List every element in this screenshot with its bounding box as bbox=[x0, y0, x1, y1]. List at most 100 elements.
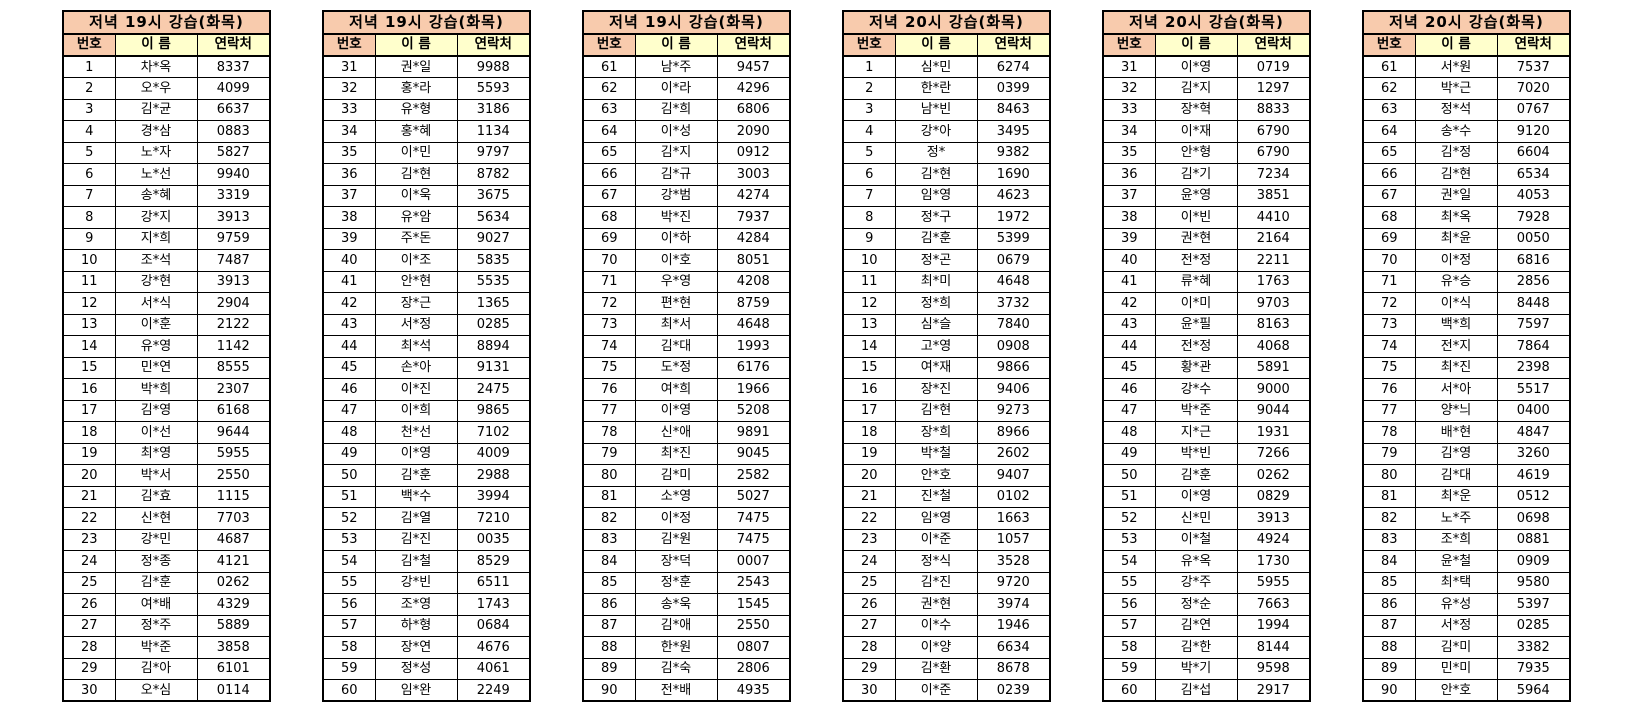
cell-contact: 5517 bbox=[1496, 378, 1571, 401]
cell-contact: 0035 bbox=[456, 528, 531, 551]
cell-name: 이*조 bbox=[374, 249, 458, 272]
cell-no: 22 bbox=[842, 507, 896, 530]
table-row: 54 유*옥 1730 bbox=[1102, 550, 1311, 573]
table-row: 57 하*형 0684 bbox=[322, 614, 531, 637]
cell-contact: 4924 bbox=[1236, 528, 1311, 551]
cell-contact: 3495 bbox=[976, 120, 1051, 143]
column-header-contact: 연락처 bbox=[976, 33, 1051, 57]
table-row: 30 이*준 0239 bbox=[842, 679, 1051, 702]
table-row: 87 김*애 2550 bbox=[582, 614, 791, 637]
cell-name: 김*원 bbox=[634, 528, 718, 551]
table-row: 62 박*근 7020 bbox=[1362, 77, 1571, 100]
cell-no: 41 bbox=[1102, 270, 1156, 293]
cell-no: 11 bbox=[842, 270, 896, 293]
cell-contact: 9131 bbox=[456, 356, 531, 379]
table-row: 82 노*주 0698 bbox=[1362, 507, 1571, 530]
cell-no: 5 bbox=[62, 141, 116, 164]
cell-contact: 7537 bbox=[1496, 55, 1571, 78]
table-row: 43 윤*필 8163 bbox=[1102, 313, 1311, 336]
cell-name: 강*빈 bbox=[374, 571, 458, 594]
roster-table-4: 저녁 20시 강습(화목) 번호 이 름 연락처 1 심*민 6274 2 한*란 0399 3 남*… bbox=[842, 10, 1051, 702]
cell-contact: 6511 bbox=[456, 571, 531, 594]
cell-contact: 2122 bbox=[196, 313, 271, 336]
cell-name: 박*철 bbox=[894, 442, 978, 465]
cell-name: 장*혁 bbox=[1154, 98, 1238, 121]
table-row: 79 최*진 9045 bbox=[582, 442, 791, 465]
table-row: 6 노*선 9940 bbox=[62, 163, 271, 186]
cell-name: 유*영 bbox=[114, 335, 198, 358]
table-row: 81 소*영 5027 bbox=[582, 485, 791, 508]
cell-contact: 4935 bbox=[716, 679, 791, 702]
table-row: 66 김*현 6534 bbox=[1362, 163, 1571, 186]
cell-no: 53 bbox=[1102, 528, 1156, 551]
cell-no: 79 bbox=[582, 442, 636, 465]
cell-no: 16 bbox=[62, 378, 116, 401]
cell-contact: 7937 bbox=[716, 206, 791, 229]
table-row: 68 최*옥 7928 bbox=[1362, 206, 1571, 229]
cell-name: 지*근 bbox=[1154, 421, 1238, 444]
cell-no: 49 bbox=[322, 442, 376, 465]
cell-no: 11 bbox=[62, 270, 116, 293]
cell-no: 45 bbox=[1102, 356, 1156, 379]
table-row: 15 여*재 9866 bbox=[842, 356, 1051, 379]
cell-no: 42 bbox=[322, 292, 376, 315]
cell-contact: 1743 bbox=[456, 593, 531, 616]
cell-name: 지*희 bbox=[114, 227, 198, 250]
table-row: 52 신*민 3913 bbox=[1102, 507, 1311, 530]
table-row: 80 김*미 2582 bbox=[582, 464, 791, 487]
cell-contact: 9044 bbox=[1236, 399, 1311, 422]
cell-no: 10 bbox=[62, 249, 116, 272]
table-row: 56 조*영 1743 bbox=[322, 593, 531, 616]
cell-name: 정*식 bbox=[894, 550, 978, 573]
cell-contact: 7020 bbox=[1496, 77, 1571, 100]
cell-name: 김*희 bbox=[634, 98, 718, 121]
column-header-name: 이 름 bbox=[114, 33, 198, 57]
table-row: 36 김*기 7234 bbox=[1102, 163, 1311, 186]
cell-no: 57 bbox=[322, 614, 376, 637]
cell-name: 김*현 bbox=[894, 163, 978, 186]
cell-no: 40 bbox=[322, 249, 376, 272]
cell-no: 50 bbox=[1102, 464, 1156, 487]
cell-no: 73 bbox=[1362, 313, 1416, 336]
cell-contact: 4296 bbox=[716, 77, 791, 100]
cell-name: 김*열 bbox=[374, 507, 458, 530]
cell-contact: 0912 bbox=[716, 141, 791, 164]
cell-no: 12 bbox=[62, 292, 116, 315]
cell-contact: 5955 bbox=[196, 442, 271, 465]
table-row: 2 오*우 4099 bbox=[62, 77, 271, 100]
table-row: 47 이*희 9865 bbox=[322, 399, 531, 422]
cell-name: 전*지 bbox=[1414, 335, 1498, 358]
cell-name: 이*호 bbox=[634, 249, 718, 272]
cell-no: 81 bbox=[1362, 485, 1416, 508]
cell-contact: 7703 bbox=[196, 507, 271, 530]
cell-no: 22 bbox=[62, 507, 116, 530]
cell-contact: 5889 bbox=[196, 614, 271, 637]
cell-name: 김*균 bbox=[114, 98, 198, 121]
cell-contact: 7234 bbox=[1236, 163, 1311, 186]
table-row: 34 이*재 6790 bbox=[1102, 120, 1311, 143]
cell-name: 강*민 bbox=[114, 528, 198, 551]
cell-no: 64 bbox=[582, 120, 636, 143]
table-row: 64 이*성 2090 bbox=[582, 120, 791, 143]
table-title: 저녁 19시 강습(화목) bbox=[322, 10, 531, 35]
cell-contact: 3186 bbox=[456, 98, 531, 121]
cell-no: 15 bbox=[62, 356, 116, 379]
cell-no: 75 bbox=[582, 356, 636, 379]
cell-no: 65 bbox=[1362, 141, 1416, 164]
cell-contact: 9720 bbox=[976, 571, 1051, 594]
cell-name: 노*자 bbox=[114, 141, 198, 164]
cell-contact: 9045 bbox=[716, 442, 791, 465]
cell-name: 고*영 bbox=[894, 335, 978, 358]
cell-contact: 1142 bbox=[196, 335, 271, 358]
cell-no: 44 bbox=[322, 335, 376, 358]
table-row: 29 김*아 6101 bbox=[62, 657, 271, 680]
table-row: 87 서*정 0285 bbox=[1362, 614, 1571, 637]
cell-no: 86 bbox=[1362, 593, 1416, 616]
cell-contact: 9891 bbox=[716, 421, 791, 444]
cell-name: 장*희 bbox=[894, 421, 978, 444]
cell-contact: 4648 bbox=[716, 313, 791, 336]
cell-contact: 0262 bbox=[1236, 464, 1311, 487]
cell-no: 3 bbox=[62, 98, 116, 121]
cell-name: 김*현 bbox=[894, 399, 978, 422]
cell-no: 62 bbox=[1362, 77, 1416, 100]
